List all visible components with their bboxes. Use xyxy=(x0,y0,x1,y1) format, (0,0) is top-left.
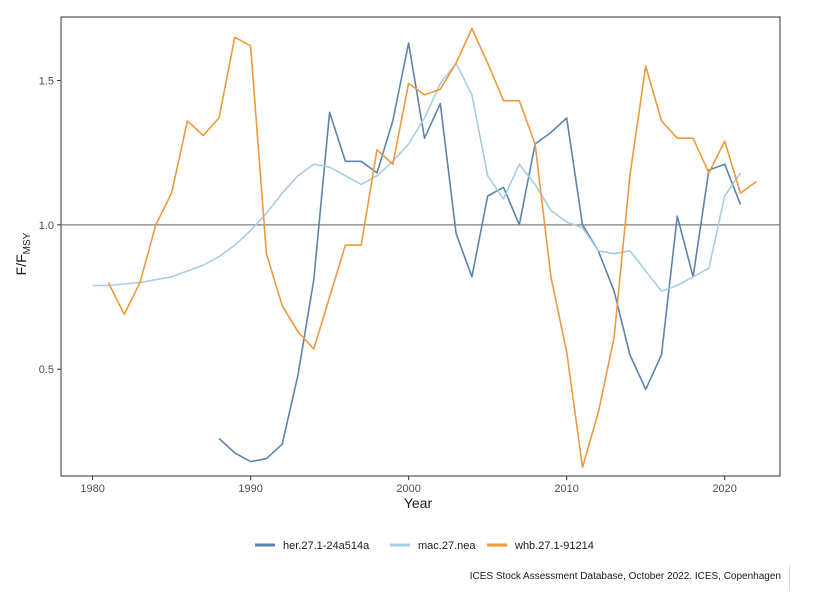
y-axis-title: F/FMSY xyxy=(13,232,33,275)
y-axis-title-sub: MSY xyxy=(22,232,33,254)
x-tick-label: 2020 xyxy=(712,483,736,495)
series-line-1 xyxy=(218,42,742,463)
x-axis-title: Year xyxy=(404,495,433,511)
x-tick-label: 2000 xyxy=(396,483,420,495)
y-tick-label: 1.5 xyxy=(39,76,54,88)
x-tick-label: 1990 xyxy=(238,483,262,495)
y-tick-label: 1.0 xyxy=(39,220,54,232)
caption-divider xyxy=(789,565,790,591)
legend: her.27.1-24a514a mac.27.nea whb.27.1-91214 xyxy=(255,540,594,552)
legend-label-2: mac.27.nea xyxy=(418,540,476,552)
panel-border xyxy=(60,16,781,477)
y-axis-title-main: F/F xyxy=(13,254,29,275)
series-layer xyxy=(92,27,757,469)
plot-area xyxy=(60,16,781,477)
x-tick-label: 2010 xyxy=(554,483,578,495)
series-line-2 xyxy=(92,62,742,293)
source-caption: ICES Stock Assessment Database, October … xyxy=(469,571,781,582)
y-tick-label: 0.5 xyxy=(39,364,54,376)
legend-label-1: her.27.1-24a514a xyxy=(283,540,370,552)
legend-label-3: whb.27.1-91214 xyxy=(514,540,594,552)
series-line-3 xyxy=(107,27,757,469)
axes-layer: Year F/FMSY 1980 1990 2000 2010 2020 0.5 1.0 1.… xyxy=(13,76,737,511)
x-tick-label: 1980 xyxy=(80,483,104,495)
